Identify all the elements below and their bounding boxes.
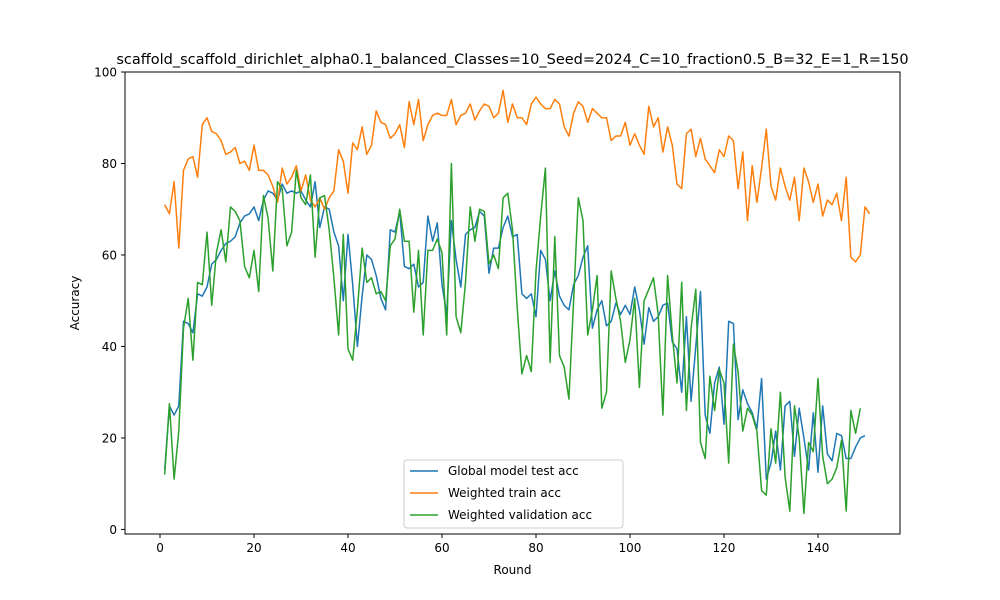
legend-frame (403, 459, 624, 529)
x-tick-label: 60 (434, 541, 449, 555)
x-tick-label: 120 (713, 541, 736, 555)
chart-title: scaffold_scaffold_dirichlet_alpha0.1_bal… (116, 52, 908, 68)
legend: Global model test acc Weighted train acc… (403, 459, 624, 529)
axes-frame (124, 71, 901, 535)
legend-entry-train: Weighted train acc (410, 486, 561, 500)
legend-label-global-test: Global model test acc (448, 464, 579, 478)
series-line-train (164, 89, 871, 263)
x-tick-label: 0 (156, 541, 164, 555)
y-tick-label: 40 (102, 340, 117, 354)
y-tick-label: 80 (102, 157, 117, 171)
legend-label-validation: Weighted validation acc (448, 508, 592, 522)
y-axis-label: Accuracy (68, 276, 82, 331)
x-tick-label: 100 (619, 541, 642, 555)
x-tick-label: 80 (528, 541, 543, 555)
x-axis-label: Round (494, 563, 532, 577)
y-tick-label: 0 (109, 523, 117, 537)
series-line-validation (163, 162, 862, 515)
y-axis: 0 20 40 60 80 100 (94, 66, 125, 537)
legend-entry-global-test: Global model test acc (410, 464, 579, 478)
legend-label-train: Weighted train acc (448, 486, 561, 500)
y-tick-label: 100 (94, 66, 117, 80)
x-tick-label: 140 (807, 541, 830, 555)
x-tick-label: 20 (246, 541, 261, 555)
x-axis: 0 20 40 60 80 100 120 140 (156, 534, 829, 555)
legend-entry-validation: Weighted validation acc (410, 508, 592, 522)
plot-area (163, 89, 871, 515)
x-tick-label: 40 (340, 541, 355, 555)
y-tick-label: 20 (102, 431, 117, 445)
y-tick-label: 60 (102, 248, 117, 262)
